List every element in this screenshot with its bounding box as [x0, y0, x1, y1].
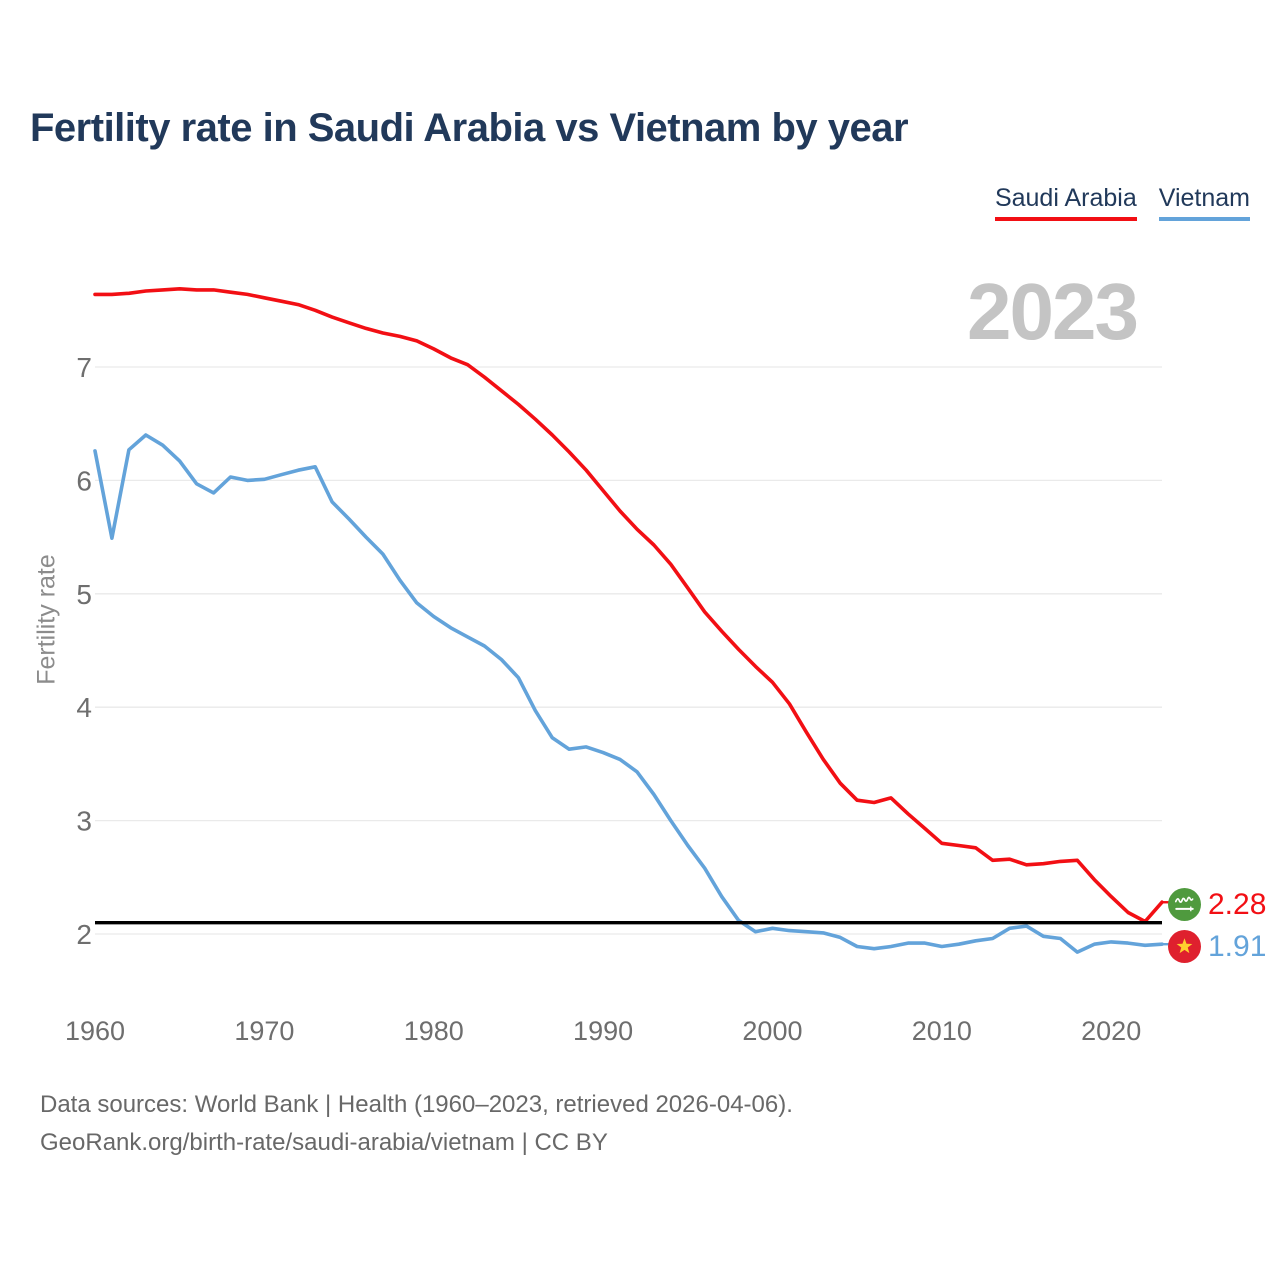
y-tick-3: 3	[76, 806, 92, 837]
vietnam-end-label: 1.91	[1168, 930, 1266, 963]
legend-item-vietnam[interactable]: Vietnam	[1158, 186, 1250, 221]
saudi-arabia-line	[93, 286, 1164, 924]
saudi-arabia-value-label: 2.28	[1208, 888, 1267, 921]
saudi-arabia-flag-icon	[1168, 888, 1201, 921]
y-tick-7: 7	[76, 352, 92, 383]
vietnam-line	[93, 433, 1164, 954]
y-tick-6: 6	[76, 465, 92, 496]
vietnam-flag-icon	[1168, 930, 1201, 963]
y-axis-title: Fertility rate	[32, 554, 61, 685]
x-tick-2000: 2000	[742, 1016, 802, 1046]
legend-item-saudi-arabia[interactable]: Saudi Arabia	[994, 186, 1137, 221]
footer: Data sources: World Bank | Health (1960–…	[40, 1086, 793, 1162]
chart-title: Fertility rate in Saudi Arabia vs Vietna…	[30, 106, 909, 150]
x-tick-2010: 2010	[912, 1016, 972, 1046]
data-sources-text: Data sources: World Bank | Health (1960–…	[40, 1091, 793, 1118]
saudi-arabia-end-label: 2.28	[1168, 888, 1266, 921]
vietnam-value-label: 1.91	[1208, 930, 1267, 963]
y-tick-4: 4	[76, 692, 92, 723]
y-tick-5: 5	[76, 579, 92, 610]
x-tick-1990: 1990	[573, 1016, 633, 1046]
legend: Saudi Arabia Vietnam	[994, 186, 1250, 221]
attribution-text: GeoRank.org/birth-rate/saudi-arabia/viet…	[40, 1129, 608, 1156]
x-tick-2020: 2020	[1081, 1016, 1141, 1046]
y-tick-2: 2	[76, 919, 92, 950]
year-watermark: 2023	[967, 267, 1139, 356]
x-tick-1960: 1960	[65, 1016, 125, 1046]
x-tick-1970: 1970	[234, 1016, 294, 1046]
x-tick-1980: 1980	[404, 1016, 464, 1046]
